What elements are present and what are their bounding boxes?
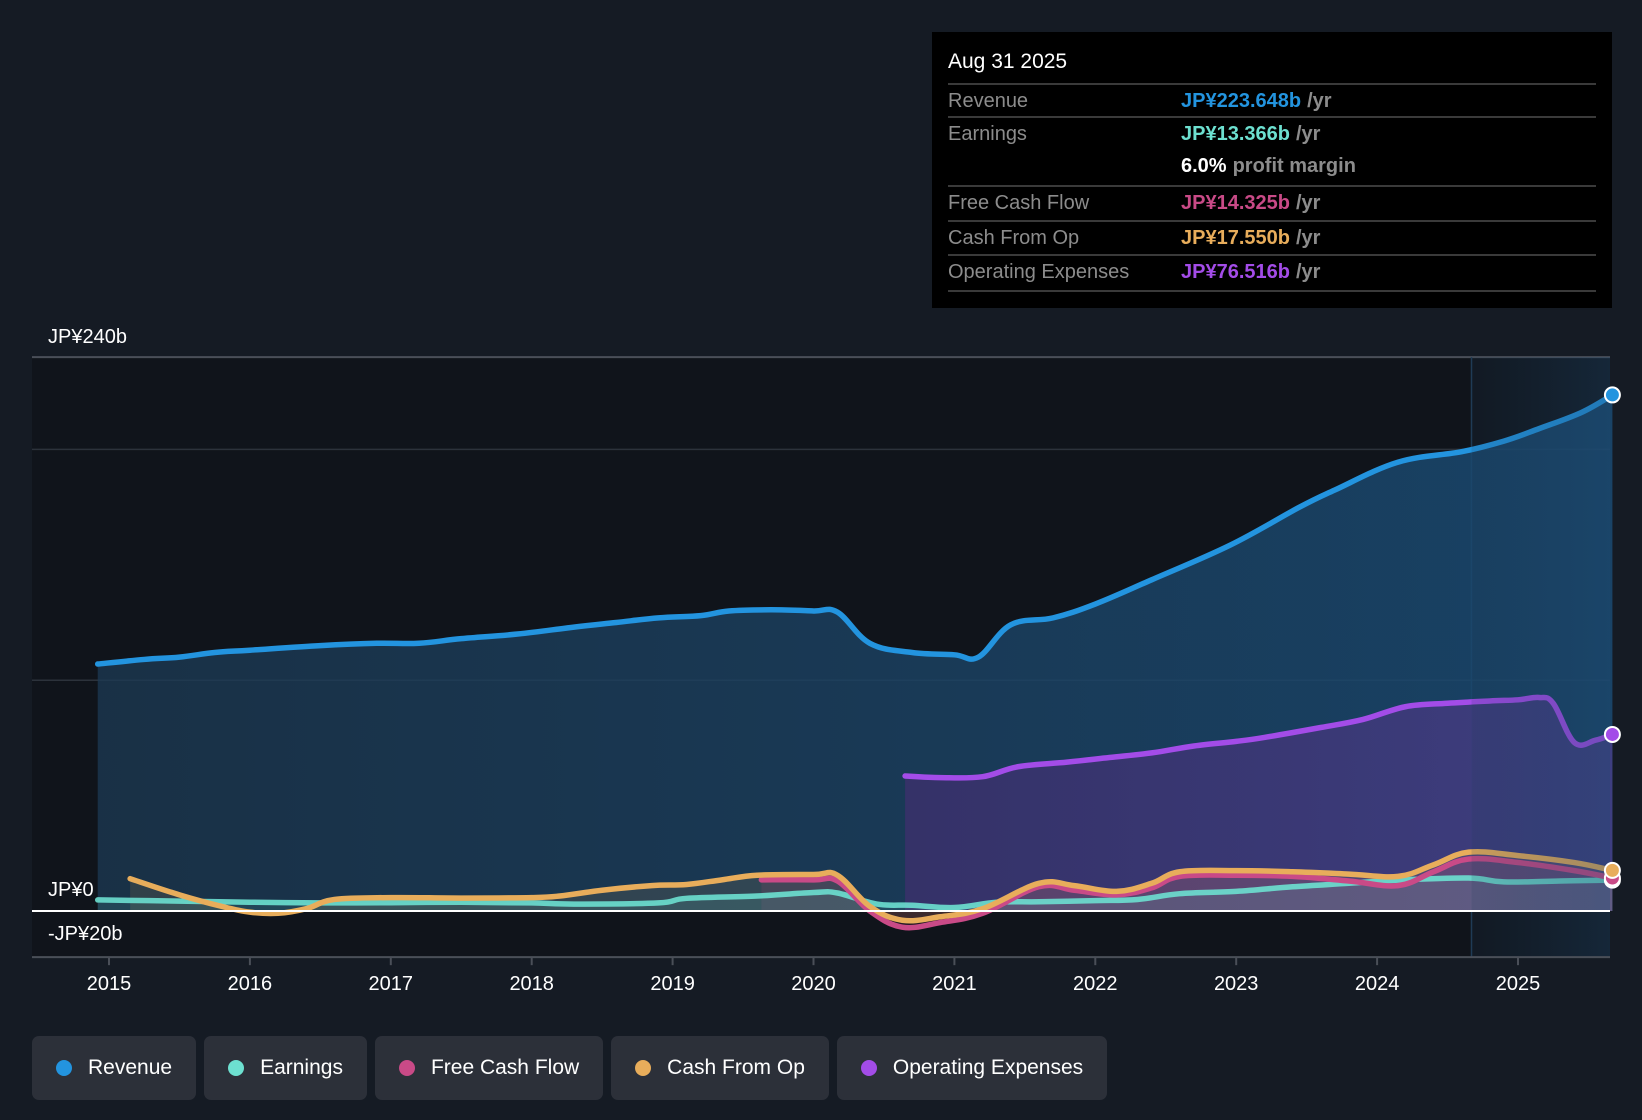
free-cash-flow-line xyxy=(758,855,1616,931)
unit: /yr xyxy=(1295,123,1321,145)
revenue-value: JP¥223.648b xyxy=(1181,90,1302,112)
legend-label: Operating Expenses xyxy=(892,1056,1084,1079)
unit: /yr xyxy=(1295,192,1321,214)
profit-margin-label: profit margin xyxy=(1232,155,1356,177)
tooltip-row-fcf: Free Cash Flow JP¥14.325b/yr xyxy=(948,185,1596,220)
tooltip: Aug 31 2025 Revenue JP¥223.648b/yr Earni… xyxy=(932,32,1612,308)
cfo-dot-icon xyxy=(635,1060,652,1076)
tooltip-divider xyxy=(948,290,1596,292)
legend-item-operating-expenses[interactable]: Operating Expenses xyxy=(836,1036,1108,1100)
tooltip-date: Aug 31 2025 xyxy=(948,50,1068,73)
earnings-value: JP¥13.366b xyxy=(1181,123,1290,145)
tooltip-value: JP¥13.366b/yr xyxy=(1181,123,1320,146)
x-tick-label: 2015 xyxy=(87,973,132,995)
revenue-end-marker[interactable] xyxy=(1603,386,1621,404)
tooltip-label: Earnings xyxy=(948,123,1027,145)
tooltip-row-opex: Operating Expenses JP¥76.516b/yr xyxy=(948,254,1596,289)
fcf-value: JP¥14.325b xyxy=(1181,192,1290,214)
tooltip-label: Free Cash Flow xyxy=(948,192,1090,214)
tooltip-label: Cash From Op xyxy=(948,227,1080,249)
legend-item-cash-from-op[interactable]: Cash From Op xyxy=(611,1036,829,1100)
cash-from-op-end-marker[interactable] xyxy=(1603,861,1621,879)
legend: Revenue Earnings Free Cash Flow Cash Fro… xyxy=(32,1036,1108,1100)
tooltip-row-margin: 6.0% profit margin xyxy=(948,150,1596,183)
tooltip-value: JP¥14.325b/yr xyxy=(1181,192,1320,215)
opex-value: JP¥76.516b xyxy=(1181,261,1290,283)
y-tick-label: -JP¥20b xyxy=(48,923,123,945)
unit: /yr xyxy=(1307,90,1332,112)
tooltip-value: 6.0% profit margin xyxy=(1181,155,1356,178)
x-tick-label: 2018 xyxy=(509,973,554,995)
highlight-region xyxy=(1471,357,1610,958)
cfo-value: JP¥17.550b xyxy=(1181,227,1290,249)
tooltip-value: JP¥223.648b/yr xyxy=(1181,90,1332,113)
x-tick-label: 2021 xyxy=(932,973,977,995)
tooltip-value: JP¥76.516b/yr xyxy=(1181,261,1320,284)
x-tick-label: 2022 xyxy=(1073,973,1118,995)
x-tick-label: 2019 xyxy=(650,973,695,995)
y-tick-label: JP¥240b xyxy=(48,326,127,348)
y-tick-label: JP¥0 xyxy=(48,879,94,901)
legend-label: Cash From Op xyxy=(667,1056,805,1079)
unit: /yr xyxy=(1295,261,1321,283)
legend-label: Revenue xyxy=(88,1056,173,1079)
x-tick-label: 2020 xyxy=(791,973,836,995)
tooltip-label: Operating Expenses xyxy=(948,261,1130,283)
revenue-line xyxy=(94,392,1616,667)
legend-label: Free Cash Flow xyxy=(430,1056,580,1079)
tooltip-row-earnings: Earnings JP¥13.366b/yr xyxy=(948,116,1596,151)
x-tick-label: 2016 xyxy=(228,973,273,995)
x-tick-label: 2025 xyxy=(1496,973,1541,995)
tooltip-value: JP¥17.550b/yr xyxy=(1181,227,1320,250)
tooltip-row-revenue: Revenue JP¥223.648b/yr xyxy=(948,83,1596,118)
x-tick-label: 2017 xyxy=(369,973,414,995)
legend-item-earnings[interactable]: Earnings xyxy=(204,1036,367,1100)
x-tick-label: 2024 xyxy=(1355,973,1400,995)
operating-expenses-area xyxy=(905,697,1613,911)
unit: /yr xyxy=(1295,227,1321,249)
tooltip-row-cfo: Cash From Op JP¥17.550b/yr xyxy=(948,220,1596,255)
cash-from-op-line xyxy=(127,848,1616,924)
legend-item-revenue[interactable]: Revenue xyxy=(32,1036,197,1100)
revenue-dot-icon xyxy=(56,1060,72,1076)
opex-dot-icon xyxy=(860,1060,877,1076)
legend-item-free-cash-flow[interactable]: Free Cash Flow xyxy=(374,1036,604,1100)
x-tick-label: 2023 xyxy=(1214,973,1259,995)
legend-label: Earnings xyxy=(260,1056,343,1079)
earnings-dot-icon xyxy=(228,1060,245,1076)
tooltip-label: Revenue xyxy=(948,90,1029,112)
profit-margin-value: 6.0% xyxy=(1181,155,1227,177)
operating-expenses-end-marker[interactable] xyxy=(1603,725,1621,743)
fcf-dot-icon xyxy=(398,1060,415,1076)
